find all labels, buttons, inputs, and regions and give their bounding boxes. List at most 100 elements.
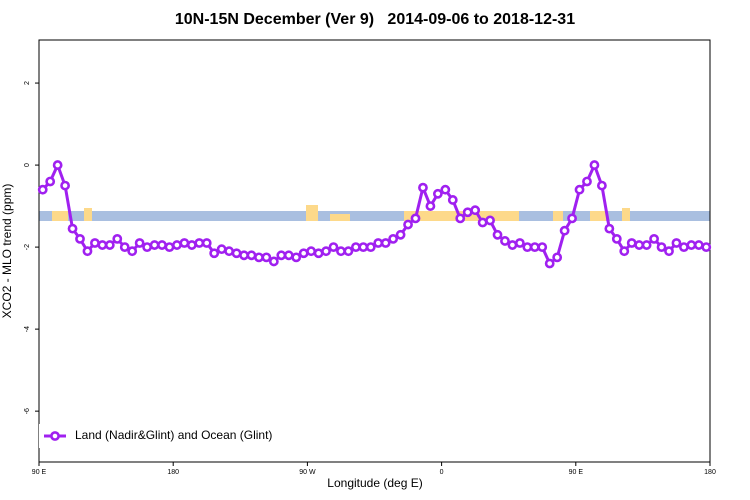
data-point (201, 238, 212, 248)
data-point (686, 240, 697, 250)
data-point (52, 160, 63, 170)
chart-title: 10N-15N December (Ver 9) 2014-09-06 to 2… (175, 11, 575, 28)
data-point (365, 242, 376, 253)
data-point (268, 256, 279, 267)
x-tick-label: 180 (167, 469, 179, 476)
data-point (679, 242, 689, 253)
data-point (656, 242, 667, 253)
data-point (216, 244, 227, 255)
data-point (90, 238, 100, 248)
data-point (492, 229, 503, 240)
data-point (321, 246, 331, 257)
data-point (567, 213, 577, 224)
land-ocean-band (39, 205, 710, 221)
data-point (336, 246, 346, 257)
data-point (641, 240, 652, 250)
data-point (246, 250, 257, 261)
data-point (231, 248, 242, 259)
data-point (82, 246, 93, 257)
data-point (194, 238, 205, 248)
data-point (418, 182, 428, 193)
data-point (596, 180, 607, 191)
land-patch (622, 208, 630, 221)
data-point (157, 240, 167, 250)
data-point (328, 242, 339, 253)
data-point (313, 248, 324, 259)
data-point (462, 207, 473, 218)
land-patch (330, 214, 350, 221)
ocean-band (39, 211, 710, 221)
data-point (693, 240, 704, 250)
data-point (209, 248, 220, 259)
data-point (514, 238, 525, 248)
data-point (522, 242, 533, 253)
data-point (552, 252, 563, 263)
y-tick-label: -2 (24, 244, 31, 250)
data-point (134, 238, 145, 248)
data-point (447, 195, 458, 205)
data-point (343, 246, 354, 257)
y-tick-label: -4 (24, 326, 31, 332)
data-point (380, 238, 391, 248)
data-point (432, 188, 443, 199)
data-point (395, 229, 406, 240)
data-point (239, 250, 249, 261)
data-point (104, 240, 115, 250)
y-tick-label: -6 (24, 408, 31, 414)
data-point (306, 246, 317, 257)
x-tick-label: 0 (440, 469, 444, 476)
land-patch (590, 211, 606, 221)
data-point (388, 234, 399, 244)
data-point (60, 180, 70, 191)
y-tick-label: 0 (24, 163, 31, 167)
data-point (45, 176, 56, 187)
data-point (164, 242, 175, 253)
data-point (291, 252, 302, 263)
data-point (410, 213, 421, 224)
y-axis-label: XCO2 - MLO trend (ppm) (0, 184, 14, 319)
legend (39, 424, 279, 448)
data-point (470, 205, 481, 216)
land-patch (306, 205, 318, 221)
x-tick-label: 90 E (32, 469, 47, 476)
data-point (127, 246, 138, 257)
data-point (507, 240, 518, 250)
legend-marker (50, 431, 60, 441)
data-point (589, 160, 600, 170)
data-point (664, 246, 674, 257)
x-tick-label: 90 E (569, 469, 584, 476)
data-point (574, 184, 585, 195)
data-point (97, 240, 108, 250)
data-point (172, 240, 182, 250)
data-point (37, 184, 48, 195)
data-point (500, 236, 510, 246)
data-point (403, 219, 413, 230)
data-point (440, 184, 451, 195)
data-point (529, 242, 540, 253)
data-point (619, 246, 630, 257)
data-point (119, 242, 130, 253)
data-point (649, 234, 659, 244)
data-point (611, 234, 622, 244)
data-point (425, 201, 436, 211)
data-point (112, 234, 123, 244)
data-point (67, 223, 78, 234)
data-point (224, 246, 235, 257)
data-point (261, 252, 272, 263)
data-point (604, 223, 615, 234)
data-point (544, 258, 555, 269)
data-point (149, 240, 160, 250)
data-point (537, 242, 548, 253)
data-point (701, 242, 712, 253)
data-point (582, 176, 592, 187)
legend-label: Land (Nadir&Glint) and Ocean (Glint) (75, 428, 272, 442)
data-point (477, 217, 488, 228)
data-point (75, 234, 85, 244)
data-point (298, 248, 309, 259)
land-patch (84, 208, 92, 221)
y-tick-label: 2 (24, 81, 31, 85)
data-point (358, 242, 369, 253)
data-point (276, 250, 287, 261)
data-point (373, 238, 384, 248)
